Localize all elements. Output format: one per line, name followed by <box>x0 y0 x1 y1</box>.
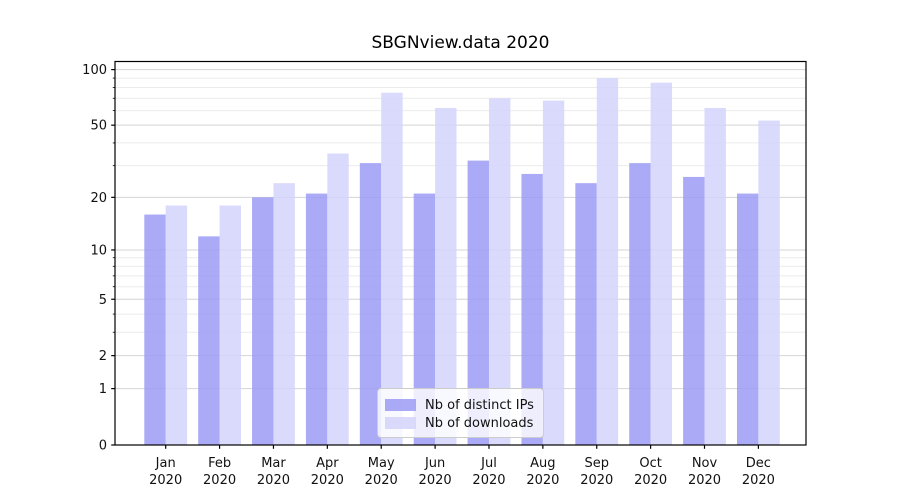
bar-downloads-jan <box>165 205 188 445</box>
bar-downloads-oct <box>650 82 673 446</box>
chart-legend: Nb of distinct IPs Nb of downloads <box>377 388 544 438</box>
bar-downloads-may <box>381 92 403 446</box>
bar-distinct-ips-aug <box>521 173 543 445</box>
y-tick-label-50: 50 <box>90 119 107 134</box>
x-tick-label-apr: Apr 2020 <box>311 456 344 488</box>
x-tick-label-feb: Feb 2020 <box>203 456 236 488</box>
bar-distinct-ips-dec <box>736 193 759 445</box>
legend-item-distinct-ips: Nb of distinct IPs <box>385 396 534 414</box>
x-tick-label-jun: Jun 2020 <box>419 456 452 488</box>
y-tick-label-1: 1 <box>99 382 107 397</box>
y-tick-label-10: 10 <box>90 243 107 258</box>
legend-label-distinct-ips: Nb of distinct IPs <box>425 397 534 413</box>
bar-downloads-apr <box>327 153 349 445</box>
legend-swatch-downloads <box>385 417 416 429</box>
x-tick-label-jul: Jul 2020 <box>472 456 505 488</box>
x-tick-label-jan: Jan 2020 <box>149 456 182 488</box>
y-tick-label-100: 100 <box>82 63 107 78</box>
bar-downloads-jul <box>488 98 511 445</box>
bar-distinct-ips-may <box>359 163 382 445</box>
bar-distinct-ips-jul <box>467 160 489 445</box>
bar-downloads-feb <box>219 205 241 445</box>
bar-distinct-ips-sep <box>575 183 597 445</box>
x-tick-label-mar: Mar 2020 <box>257 456 290 488</box>
bar-downloads-jun <box>435 107 457 446</box>
x-tick-label-sep: Sep 2020 <box>580 456 613 488</box>
bar-downloads-nov <box>704 107 726 446</box>
x-tick-label-dec: Dec 2020 <box>742 456 775 488</box>
legend-label-downloads: Nb of downloads <box>425 415 534 431</box>
y-tick-label-0: 0 <box>99 439 107 454</box>
bar-distinct-ips-feb <box>198 236 220 445</box>
bar-distinct-ips-jan <box>144 214 166 445</box>
plot-frame <box>114 60 807 446</box>
bar-distinct-ips-apr <box>305 193 328 445</box>
bar-downloads-mar <box>273 183 295 445</box>
bar-distinct-ips-oct <box>629 163 651 445</box>
y-tick-label-20: 20 <box>90 191 107 206</box>
bar-downloads-aug <box>542 100 565 445</box>
x-tick-label-may: May 2020 <box>365 456 398 488</box>
bar-distinct-ips-mar <box>252 197 274 445</box>
x-tick-label-nov: Nov 2020 <box>688 456 721 488</box>
legend-item-downloads: Nb of downloads <box>385 414 534 432</box>
bar-distinct-ips-nov <box>683 176 705 445</box>
y-tick-label-2: 2 <box>99 349 107 364</box>
x-tick-label-oct: Oct 2020 <box>634 456 667 488</box>
chart-title: SBGNview.data 2020 <box>371 33 550 53</box>
legend-swatch-distinct-ips <box>385 399 416 411</box>
bar-downloads-sep <box>596 78 619 446</box>
bar-distinct-ips-jun <box>413 193 436 445</box>
y-tick-label-5: 5 <box>99 293 107 308</box>
x-tick-label-aug: Aug 2020 <box>526 456 559 488</box>
bar-downloads-dec <box>758 120 780 446</box>
